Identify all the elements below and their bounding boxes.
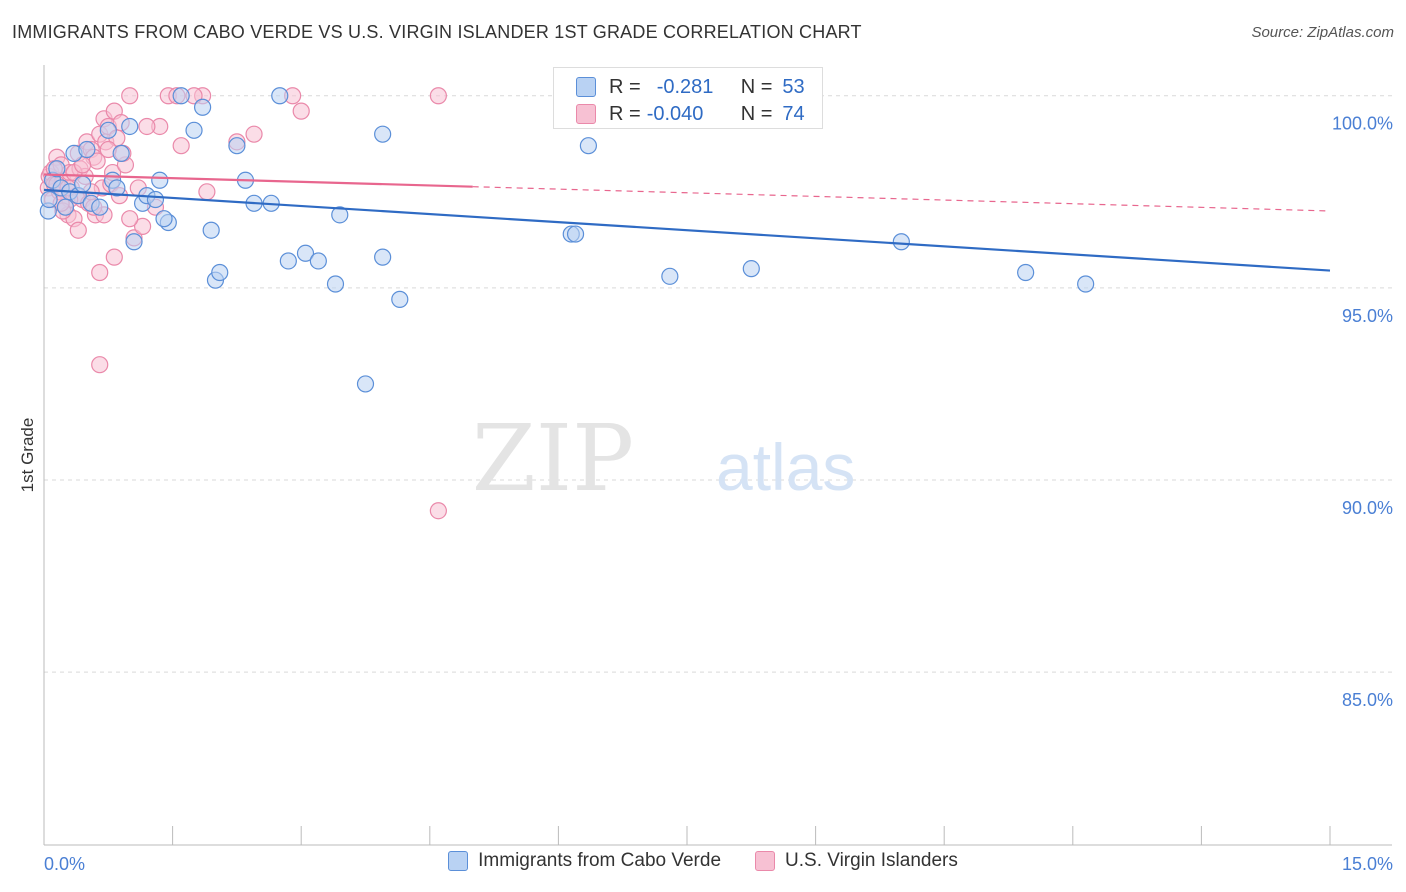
- point-cabo-verde: [92, 199, 108, 215]
- trend-line-cabo-verde: [44, 190, 1330, 271]
- point-virgin-islander: [430, 503, 446, 519]
- point-cabo-verde: [195, 99, 211, 115]
- stats-box: R = -0.281 N = 53 R = -0.040 N = 74: [553, 67, 823, 129]
- legend-item-virgin-islanders[interactable]: U.S. Virgin Islanders: [755, 850, 958, 872]
- point-virgin-islander: [199, 184, 215, 200]
- point-cabo-verde: [327, 276, 343, 292]
- point-cabo-verde: [156, 211, 172, 227]
- point-cabo-verde: [113, 145, 129, 161]
- stats-row-virgin-islanders: R = -0.040 N = 74: [576, 101, 805, 127]
- legend-swatch-blue: [448, 851, 468, 871]
- point-cabo-verde: [272, 88, 288, 104]
- point-cabo-verde: [57, 199, 73, 215]
- point-cabo-verde: [310, 253, 326, 269]
- point-cabo-verde: [212, 264, 228, 280]
- stats-row-cabo-verde: R = -0.281 N = 53: [576, 74, 805, 100]
- point-virgin-islander: [139, 118, 155, 134]
- point-cabo-verde: [41, 191, 57, 207]
- legend-item-cabo-verde[interactable]: Immigrants from Cabo Verde: [448, 850, 721, 872]
- point-virgin-islander: [293, 103, 309, 119]
- point-cabo-verde: [122, 118, 138, 134]
- point-cabo-verde: [1018, 264, 1034, 280]
- point-virgin-islander: [92, 264, 108, 280]
- point-cabo-verde: [152, 172, 168, 188]
- stats-r-value: -0.040: [647, 103, 723, 126]
- stats-r-value: -0.281: [657, 76, 723, 99]
- point-cabo-verde: [893, 234, 909, 250]
- stats-n-label: N =: [741, 76, 773, 99]
- point-cabo-verde: [173, 88, 189, 104]
- point-cabo-verde: [568, 226, 584, 242]
- point-cabo-verde: [147, 191, 163, 207]
- point-cabo-verde: [126, 234, 142, 250]
- point-virgin-islander: [122, 211, 138, 227]
- point-cabo-verde: [79, 142, 95, 158]
- point-cabo-verde: [580, 138, 596, 154]
- point-virgin-islander: [92, 357, 108, 373]
- y-tick-label: 90.0%: [1342, 498, 1393, 518]
- trend-lines: [44, 175, 1330, 271]
- stats-r-label: R =: [609, 76, 641, 99]
- point-cabo-verde: [229, 138, 245, 154]
- point-cabo-verde: [392, 291, 408, 307]
- watermark-zip: ZIP: [472, 405, 634, 512]
- point-cabo-verde: [100, 122, 116, 138]
- y-tick-label: 100.0%: [1332, 114, 1393, 134]
- stats-swatch-blue: [576, 77, 596, 97]
- point-cabo-verde: [280, 253, 296, 269]
- watermark: ZIP atlas: [472, 405, 856, 512]
- y-tick-label: 95.0%: [1342, 306, 1393, 326]
- series-virgin-islanders: [40, 88, 446, 519]
- point-virgin-islander: [106, 249, 122, 265]
- point-cabo-verde: [203, 222, 219, 238]
- y-tick-label: 85.0%: [1342, 690, 1393, 710]
- point-cabo-verde: [662, 268, 678, 284]
- point-cabo-verde: [375, 126, 391, 142]
- legend-label: U.S. Virgin Islanders: [785, 850, 958, 872]
- watermark-atlas: atlas: [716, 430, 855, 504]
- point-cabo-verde: [75, 176, 91, 192]
- point-cabo-verde: [743, 261, 759, 277]
- stats-r-label: R =: [609, 103, 641, 126]
- legend-label: Immigrants from Cabo Verde: [478, 850, 721, 872]
- stats-n-label: N =: [741, 103, 773, 126]
- stats-swatch-pink: [576, 104, 596, 124]
- point-virgin-islander: [70, 222, 86, 238]
- trend-line-virgin-islanders-extension: [473, 187, 1330, 211]
- stats-n-value: 74: [782, 103, 804, 126]
- legend-swatch-pink: [755, 851, 775, 871]
- point-virgin-islander: [430, 88, 446, 104]
- point-virgin-islander: [173, 138, 189, 154]
- point-cabo-verde: [375, 249, 391, 265]
- series-cabo-verde: [40, 88, 1093, 392]
- point-virgin-islander: [246, 126, 262, 142]
- point-cabo-verde: [1078, 276, 1094, 292]
- legend: Immigrants from Cabo Verde U.S. Virgin I…: [0, 850, 1406, 872]
- point-virgin-islander: [122, 88, 138, 104]
- point-cabo-verde: [186, 122, 202, 138]
- stats-n-value: 53: [782, 76, 804, 99]
- scatter-chart: ZIP atlas 100.0%95.0%90.0%85.0%0.0% 15.0%: [0, 0, 1406, 892]
- point-cabo-verde: [358, 376, 374, 392]
